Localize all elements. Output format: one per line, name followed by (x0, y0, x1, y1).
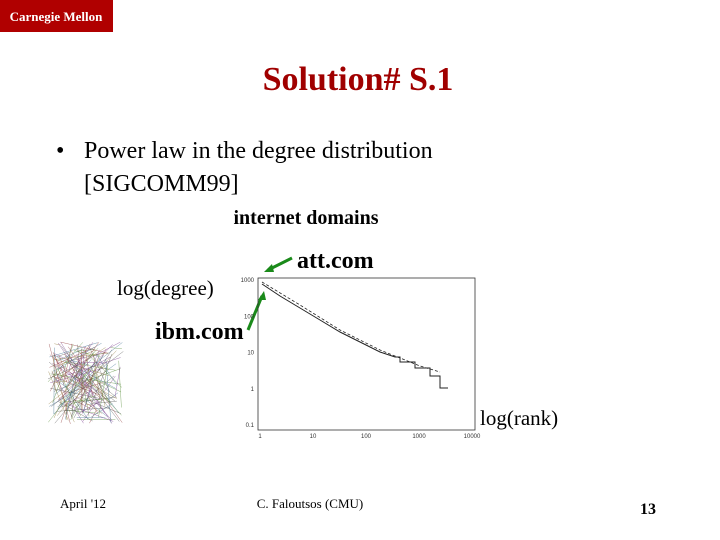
graph-edge (74, 395, 103, 414)
graph-edge (48, 361, 58, 369)
graph-edge (57, 342, 102, 369)
graph-edge (76, 354, 84, 379)
graph-edge (57, 407, 110, 412)
logo-box (0, 0, 113, 32)
x-label: log(rank) (480, 406, 558, 430)
graph-edge (73, 350, 101, 357)
graph-edge (98, 382, 118, 398)
y-tick-label: 10 (247, 351, 254, 357)
bullet-line: Power law in the degree distribution (84, 138, 433, 164)
graph-edge (85, 399, 108, 418)
graph-edge (57, 354, 104, 410)
figure-caption: internet domains (234, 207, 379, 229)
graph-edge (55, 380, 68, 383)
graph-edge (78, 399, 104, 414)
graph-edge (91, 403, 113, 418)
graph-edge (49, 342, 98, 358)
graph-edge (63, 342, 100, 394)
footer-author: C. Faloutsos (CMU) (257, 496, 364, 511)
y-tick-label: 1 (251, 387, 255, 393)
graph-edge (74, 399, 91, 410)
graph-edge (60, 341, 109, 354)
graph-edge (99, 390, 112, 404)
graph-edge (97, 354, 100, 357)
graph-edge (50, 387, 102, 400)
graph-edge (57, 363, 117, 408)
graph-edge (65, 375, 76, 420)
graph-edge (110, 347, 122, 350)
x-tick-label: 1000 (412, 434, 426, 440)
graph-edge (105, 359, 112, 423)
annotation: att.com (297, 248, 374, 274)
graph-edge (59, 355, 70, 383)
graph-edge (89, 409, 97, 424)
graph-edge (56, 376, 89, 416)
graph-edge (56, 351, 71, 357)
plot-frame (257, 277, 476, 431)
graph-edge (118, 360, 122, 408)
graph-edge (53, 355, 56, 391)
y-tick-label: 100 (244, 314, 255, 320)
graph-edge (81, 368, 121, 383)
graph-edge (64, 353, 99, 414)
graph-edge (55, 352, 109, 360)
annotation: ibm.com (155, 319, 244, 345)
x-tick-label: 10 (310, 434, 317, 440)
graph-edge (114, 366, 121, 397)
y-label: log(degree) (117, 276, 214, 300)
x-tick-label: 100 (361, 434, 372, 440)
graph-edge (52, 352, 68, 382)
graph-edge (78, 342, 94, 365)
graph-edge (55, 368, 57, 376)
graph-edge (55, 342, 123, 395)
bullet-line: [SIGCOMM99] (84, 171, 239, 197)
graph-edge (66, 355, 76, 363)
graph-edge (67, 346, 123, 423)
graph-edge (71, 384, 84, 410)
graph-edge (82, 377, 95, 414)
graph-edge (82, 375, 116, 422)
graph-edge (86, 403, 93, 406)
arrow-head (258, 291, 266, 300)
graph-edge (59, 368, 90, 406)
graph-edge (83, 349, 100, 387)
graph-edge (66, 361, 116, 371)
graph-edge (49, 386, 82, 407)
fit-line (261, 281, 441, 373)
x-tick-label: 1 (258, 434, 262, 440)
graph-image (47, 341, 124, 424)
graph-edge (66, 359, 92, 385)
logo: Carnegie Mellon (10, 9, 104, 24)
arrow (246, 295, 264, 331)
graph-edge (70, 372, 97, 420)
title: Solution# S.1 (263, 61, 454, 98)
graph-edge (47, 365, 79, 380)
graph-edge (48, 371, 69, 421)
y-tick-label: 1000 (241, 278, 255, 284)
graph-edge (91, 400, 117, 404)
footer-date: April '12 (60, 496, 106, 511)
graph-edge (54, 353, 95, 374)
graph-edge (51, 351, 124, 407)
graph-edge (60, 342, 113, 424)
graph-edge (48, 362, 96, 423)
graph-edge (56, 367, 81, 417)
graph-edge (68, 355, 73, 371)
graph-edge (89, 370, 107, 385)
plot-line (261, 283, 448, 389)
graph-edge (54, 343, 61, 346)
graph-edge (57, 342, 105, 414)
y-tick-label: 0.1 (246, 423, 255, 429)
x-tick-label: 10000 (464, 434, 481, 440)
page-number: 13 (640, 501, 656, 518)
bullet-dot: • (56, 138, 64, 164)
graph-edge (65, 351, 95, 389)
arrow-head (264, 264, 274, 272)
graph-edge (71, 362, 78, 418)
graph-edge (77, 344, 80, 361)
